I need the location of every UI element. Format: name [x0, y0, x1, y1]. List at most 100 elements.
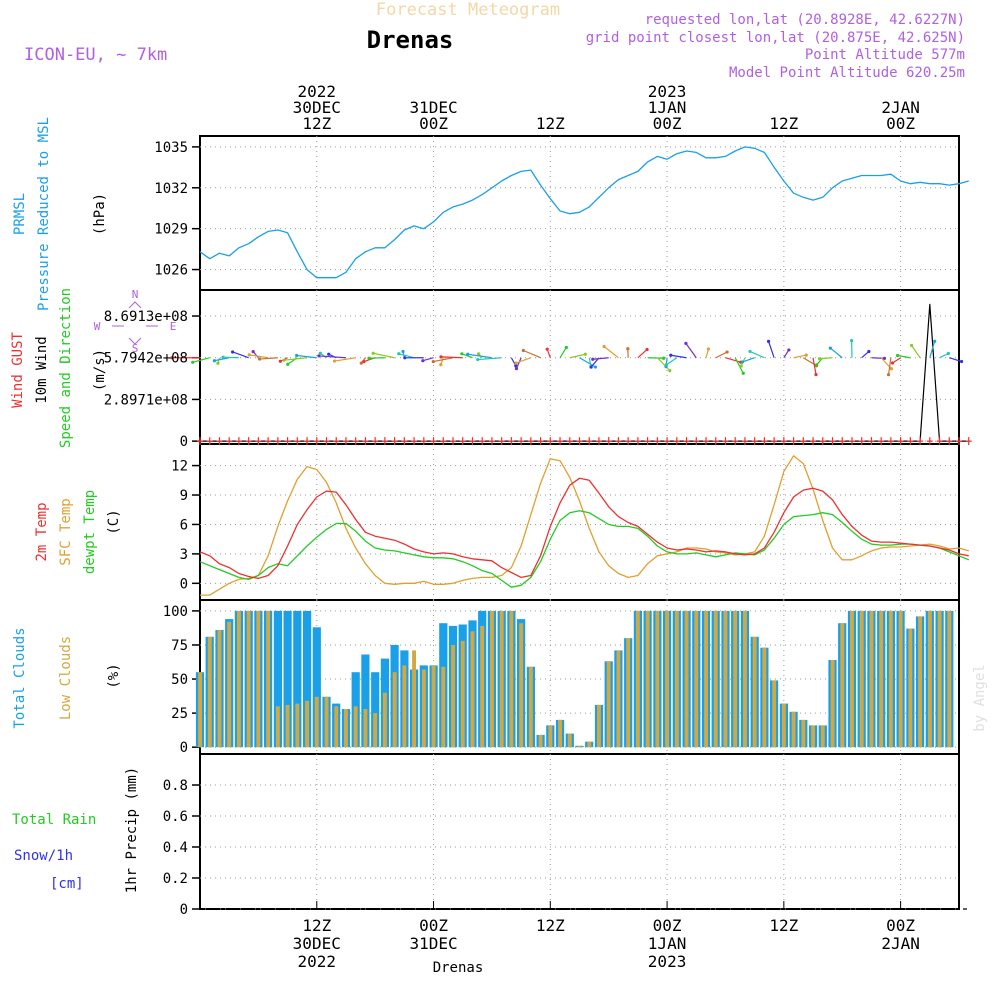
top-time-label: 31DEC — [409, 98, 457, 117]
wind-arrow — [929, 341, 936, 358]
grid-lines — [192, 136, 959, 910]
gust-marker — [634, 437, 641, 446]
wind-arrow-head — [867, 349, 871, 354]
gust-marker — [479, 437, 486, 446]
low-cloud-bar — [781, 703, 786, 748]
wind-arrow-head — [403, 356, 407, 360]
wind-arrow-head — [514, 364, 518, 368]
wind-arrow — [334, 357, 356, 362]
wind-arrow — [398, 353, 415, 359]
wind-10m-label: 10m Wind — [34, 336, 50, 403]
pressure-ytick-label: 1032 — [154, 181, 188, 197]
wind-arrow — [296, 354, 317, 359]
wind-arrow-head — [593, 365, 598, 369]
wind-10m-line — [200, 303, 969, 442]
wind-arrow-head — [397, 352, 401, 356]
gust-marker — [518, 437, 525, 446]
low-cloud-bar — [762, 647, 767, 748]
wind-extras — [170, 339, 972, 446]
wind-arrow — [259, 357, 278, 360]
wind-arrow-head — [909, 343, 914, 348]
wind-arrow — [911, 345, 921, 359]
requested-coords: requested lon,lat (20.8928E, 42.6227N) — [645, 12, 965, 28]
wind-ytick-label: 8.6913e+08 — [104, 309, 188, 325]
gust-marker — [810, 437, 817, 446]
temperature-ytick-label: 0 — [180, 576, 188, 592]
gust-marker — [216, 437, 223, 446]
wind-arrow — [603, 346, 619, 359]
low-cloud-bar — [674, 610, 679, 748]
low-cloud-bar — [246, 610, 251, 748]
gust-marker — [673, 437, 680, 446]
wind-arrow — [647, 357, 664, 359]
gust-marker — [839, 437, 846, 446]
bottom-time-label: 12Z — [302, 916, 331, 935]
gust-marker — [304, 437, 311, 446]
wind-arrow-head — [850, 339, 854, 343]
wind-arrow-head — [815, 363, 819, 367]
wind-arrow-head — [439, 363, 443, 367]
low-cloud-bar — [567, 733, 572, 748]
wind-arrow-head — [318, 351, 322, 355]
low-cloud-bar — [947, 610, 952, 748]
gust-marker — [751, 437, 758, 446]
temp-unit: (C) — [106, 509, 122, 534]
low-cloud-bar — [528, 666, 533, 748]
wind-arrow-head — [668, 369, 672, 373]
pressure-ytick-label: 1026 — [154, 263, 188, 279]
wind-arrow-head — [804, 353, 808, 357]
total-cloud-bar — [273, 610, 282, 748]
low-cloud-bar — [421, 669, 426, 748]
wind-arrow-head — [257, 357, 262, 361]
wind-arrow — [666, 357, 678, 366]
wind-arrow-head — [946, 351, 950, 356]
series-lines — [199, 146, 969, 910]
gust-marker — [527, 437, 534, 446]
low-cloud-bar — [460, 640, 465, 748]
wind-arrow-head — [212, 359, 217, 363]
wind-arrow — [559, 347, 567, 359]
low-cloud-bar — [723, 610, 728, 748]
compass-rose: N S W E — [94, 288, 177, 355]
top-time-label: 12Z — [769, 114, 798, 133]
low-cloud-bar — [587, 741, 592, 748]
low-cloud-bar — [927, 610, 932, 748]
wind-arrow-head — [740, 360, 745, 364]
temperature-panel — [199, 443, 960, 601]
pressure-panel — [199, 135, 960, 291]
wind-arrow-head — [669, 353, 673, 357]
wind-arrow — [725, 357, 741, 363]
gust-marker — [333, 437, 340, 446]
temp-dewpt-label: dewpt Temp — [82, 490, 98, 574]
faded-title: Forecast Meteogram — [376, 0, 560, 20]
wind-arrow-head — [514, 361, 518, 365]
wind-arrow-head — [332, 359, 337, 363]
gust-marker — [557, 437, 564, 446]
gust-marker — [362, 437, 369, 446]
low-cloud-bar — [519, 623, 524, 748]
wind-arrow-head — [514, 367, 519, 371]
low-cloud-bar — [791, 711, 796, 748]
gust-marker — [664, 437, 671, 446]
wind-arrow-head — [895, 353, 900, 358]
gust-marker — [245, 437, 252, 446]
gust-marker — [323, 437, 330, 446]
wind-arrow-head — [739, 364, 743, 368]
gust-marker — [352, 437, 359, 446]
low-cloud-bar — [353, 706, 358, 748]
low-cloud-bar — [859, 610, 864, 748]
temp2m-line — [199, 477, 969, 580]
wind-arrow-head — [787, 348, 791, 352]
wind-arrow-head — [327, 352, 331, 356]
bottom-time-label: 2JAN — [881, 934, 920, 953]
total-cloud-bar — [312, 627, 321, 748]
gust-marker — [411, 437, 418, 446]
low-cloud-bar — [801, 719, 806, 748]
top-time-label: 00Z — [653, 114, 682, 133]
wind-arrow — [685, 343, 697, 359]
gust-marker — [450, 437, 456, 446]
low-cloud-bar — [392, 672, 397, 748]
gust-marker — [644, 437, 651, 446]
low-cloud-bar — [237, 610, 241, 748]
